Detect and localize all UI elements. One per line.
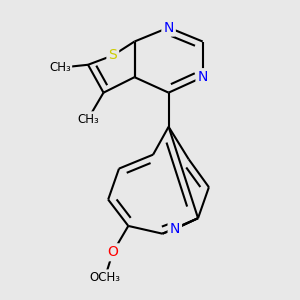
Text: N: N xyxy=(164,21,174,34)
Text: N: N xyxy=(169,222,180,236)
Text: N: N xyxy=(197,70,208,84)
Text: CH₃: CH₃ xyxy=(77,112,99,125)
Text: OCH₃: OCH₃ xyxy=(90,271,121,284)
Text: —: — xyxy=(79,116,91,126)
Text: S: S xyxy=(108,49,117,62)
Text: O: O xyxy=(107,245,118,259)
Text: CH₃: CH₃ xyxy=(49,61,71,74)
